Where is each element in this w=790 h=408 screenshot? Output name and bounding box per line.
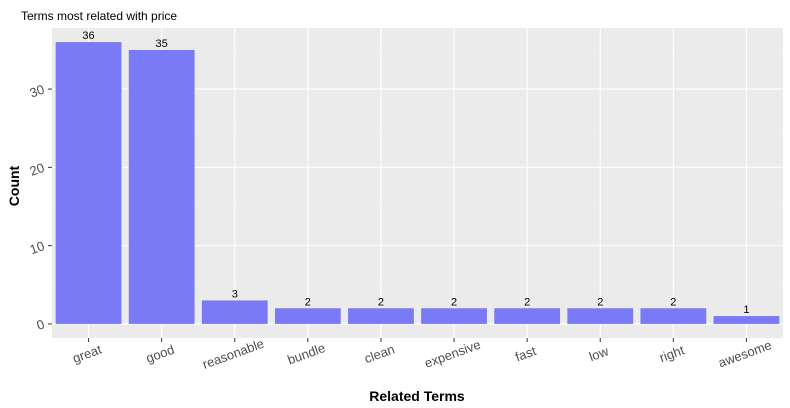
bar-clean — [348, 308, 414, 324]
y-tick-label: 10 — [28, 238, 47, 257]
bar-label-reasonable: 3 — [232, 288, 238, 300]
x-tick-label-right: right — [657, 342, 686, 365]
bar-label-great: 36 — [82, 30, 94, 42]
x-tick-label-good: good — [144, 342, 176, 366]
bar-value-labels: 36 35 3 2 2 2 2 2 2 1 — [82, 30, 749, 316]
bar-expensive — [421, 308, 487, 324]
bar-fast — [494, 308, 561, 324]
bar-reasonable — [201, 300, 268, 324]
bar-label-good: 35 — [156, 38, 168, 50]
x-tick-label-clean: clean — [362, 341, 396, 366]
x-tick-label-low: low — [587, 343, 611, 364]
bar-label-bundle: 2 — [305, 296, 311, 308]
chart-title: Terms most related with price — [21, 9, 177, 23]
bar-label-low: 2 — [597, 296, 603, 308]
x-tick-label-awesome: awesome — [716, 337, 773, 370]
bar-label-expensive: 2 — [451, 296, 457, 308]
y-axis-title: Count — [6, 165, 22, 206]
bar-label-fast: 2 — [524, 296, 530, 308]
y-tick-label: 30 — [28, 82, 47, 101]
bar-great — [55, 42, 122, 324]
bar-label-right: 2 — [670, 296, 676, 308]
bar-label-awesome: 1 — [743, 304, 749, 316]
x-axis: great good reasonable bundle clean expensive f… — [71, 336, 774, 372]
bar-label-clean: 2 — [378, 296, 384, 308]
x-tick-label-fast: fast — [513, 343, 538, 364]
y-tick-label: 20 — [28, 160, 47, 179]
x-tick-label-reasonable: reasonable — [200, 336, 266, 372]
y-axis: 0 10 20 30 — [28, 82, 52, 333]
bar-right — [640, 308, 707, 324]
x-tick-label-expensive: expensive — [422, 337, 482, 371]
x-tick-label-bundle: bundle — [285, 340, 327, 367]
bar-awesome — [713, 316, 780, 324]
x-axis-title: Related Terms — [369, 388, 465, 404]
bar-bundle — [274, 308, 341, 324]
y-tick-label: 0 — [34, 316, 46, 333]
bars — [55, 42, 780, 324]
bar-low — [567, 308, 634, 324]
bar-good — [128, 49, 195, 324]
x-tick-label-great: great — [71, 342, 104, 366]
